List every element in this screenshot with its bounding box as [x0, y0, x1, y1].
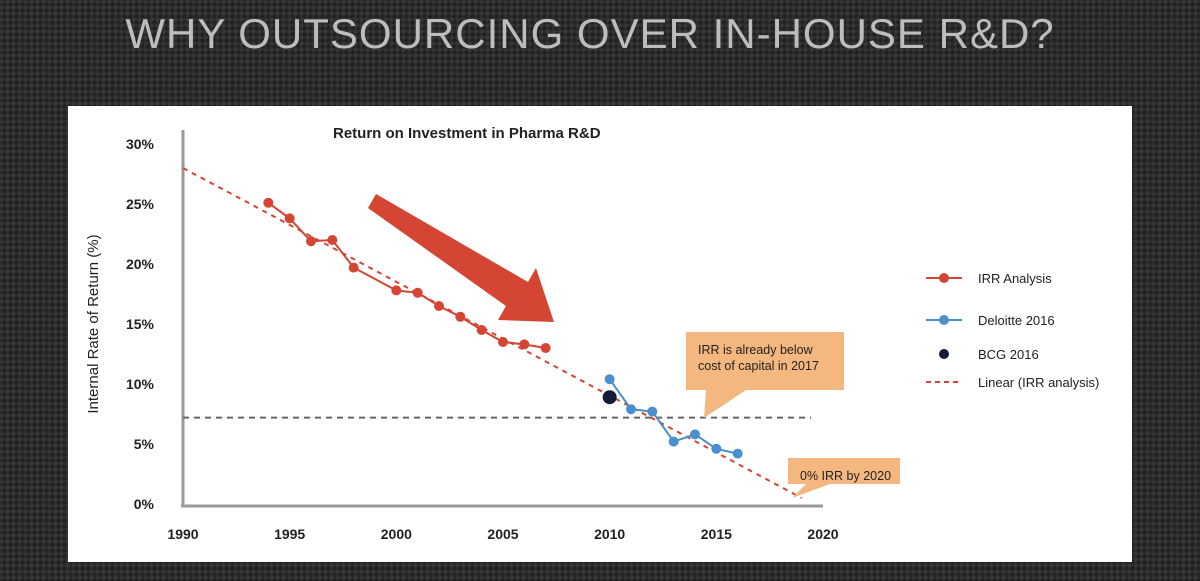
chart-svg: Return on Investment in Pharma R&D Inter… — [85, 125, 1099, 542]
legend-label: Deloitte 2016 — [978, 313, 1055, 328]
deloitte-series-point — [732, 448, 743, 459]
callout-below-cost-text: cost of capital in 2017 — [698, 359, 819, 373]
y-axis-label: Internal Rate of Return (%) — [85, 234, 102, 413]
legend-item: IRR Analysis — [926, 271, 1052, 286]
legend-label: BCG 2016 — [978, 347, 1039, 362]
y-tick-label: 25% — [126, 196, 155, 212]
irr-series-point — [306, 236, 316, 247]
y-tick-label: 30% — [126, 136, 155, 152]
irr-series-point — [391, 285, 402, 296]
x-tick-label: 1990 — [167, 526, 198, 542]
chart-panel: Return on Investment in Pharma R&D Inter… — [68, 106, 1132, 562]
legend-swatch-marker — [939, 349, 949, 359]
legend-item: BCG 2016 — [939, 347, 1039, 362]
legend-item: Linear (IRR analysis) — [926, 375, 1099, 390]
irr-series-point — [284, 213, 295, 224]
irr-series-point — [476, 325, 487, 335]
y-tick-label: 20% — [126, 256, 155, 272]
deloitte-series-point — [626, 404, 636, 415]
deloitte-series-point — [711, 443, 722, 454]
deloitte-series-point — [604, 374, 615, 385]
downward-arrow-icon — [368, 194, 554, 322]
x-tick-label: 2015 — [701, 526, 732, 542]
irr-series-point — [434, 301, 444, 311]
legend-label: IRR Analysis — [978, 271, 1052, 286]
deloitte-series-point — [668, 436, 679, 447]
irr-series-point — [327, 235, 338, 245]
irr-series-point — [498, 337, 508, 347]
callout-zero-irr-text: 0% IRR by 2020 — [800, 469, 891, 483]
legend-label: Linear (IRR analysis) — [978, 375, 1099, 390]
x-tick-label: 2010 — [594, 526, 625, 542]
callout-below-cost-pointer — [704, 390, 746, 418]
irr-series-point — [455, 311, 466, 322]
x-tick-label: 1995 — [274, 526, 305, 542]
irr-series-point — [412, 287, 423, 298]
irr-series-point — [263, 197, 274, 208]
callout-zero-irr-pointer — [792, 484, 830, 498]
callout-zero-irr-box — [788, 458, 900, 484]
chart-title: Return on Investment in Pharma R&D — [333, 125, 601, 142]
legend-swatch-marker — [939, 315, 949, 325]
bcg-point — [602, 390, 617, 405]
x-tick-label: 2000 — [381, 526, 412, 542]
slide-title: WHY OUTSOURCING OVER IN-HOUSE R&D? — [125, 10, 1055, 57]
x-tick-label: 2020 — [807, 526, 838, 542]
legend-item: Deloitte 2016 — [926, 313, 1055, 328]
callout-below-cost-text: IRR is already below — [698, 343, 814, 357]
irr-series-point — [540, 343, 551, 353]
y-tick-label: 0% — [134, 496, 155, 512]
linear-trend-line — [182, 167, 803, 499]
y-tick-label: 10% — [126, 376, 155, 392]
callout-below-cost: IRR is already below cost of capital in 2… — [686, 332, 844, 418]
irr-series-point — [519, 339, 530, 350]
y-tick-label: 5% — [134, 436, 155, 452]
deloitte-series-point — [690, 429, 700, 440]
x-tick-label: 2005 — [487, 526, 518, 542]
legend-swatch-marker — [939, 273, 949, 283]
callout-zero-irr: 0% IRR by 2020 — [788, 458, 900, 498]
irr-series-point — [348, 262, 359, 273]
y-tick-label: 15% — [126, 316, 155, 332]
deloitte-series-point — [647, 406, 658, 417]
callout-below-cost-box — [686, 332, 844, 390]
